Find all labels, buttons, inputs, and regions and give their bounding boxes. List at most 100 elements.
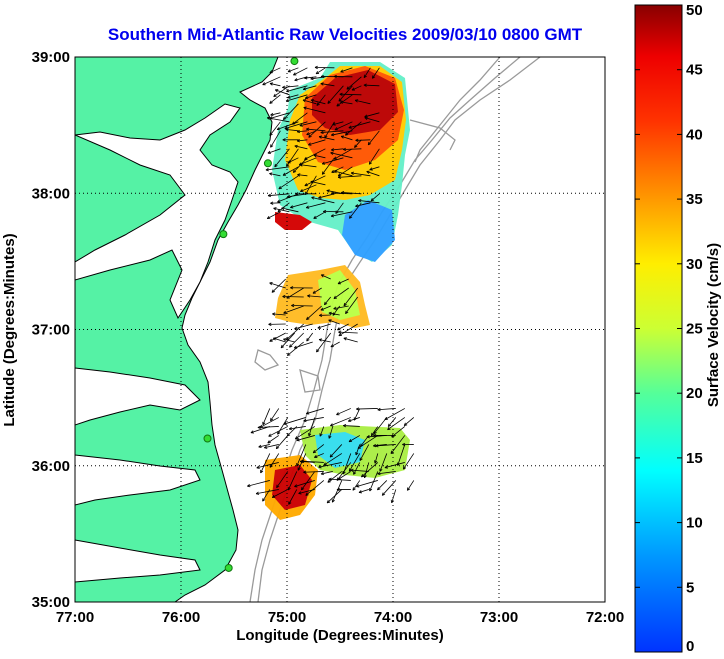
velocity-vector xyxy=(352,480,361,491)
velocity-vector-head xyxy=(350,171,355,174)
velocity-vector-head xyxy=(301,459,305,462)
velocity-vector xyxy=(292,112,308,125)
velocity-vector-head xyxy=(387,426,390,430)
velocity-vector-head xyxy=(257,425,261,428)
velocity-vector-head xyxy=(356,484,359,487)
velocity-vector-head xyxy=(346,86,349,90)
velocity-vector xyxy=(321,274,331,280)
y-tick-label: 38:00 xyxy=(32,185,70,202)
velocity-vector-head xyxy=(323,209,327,212)
velocity-vector-head xyxy=(337,175,341,178)
velocity-vector-head xyxy=(256,465,260,469)
velocity-vector-head xyxy=(282,138,286,141)
velocity-vector xyxy=(346,76,362,90)
velocity-vector-head xyxy=(270,201,274,204)
velocity-vector-head xyxy=(351,87,355,91)
velocity-vector xyxy=(332,121,344,126)
velocity-vector-head xyxy=(403,422,406,426)
velocity-vector xyxy=(343,287,359,307)
velocity-vector xyxy=(277,417,289,435)
velocity-vector xyxy=(338,175,362,178)
velocity-vector-head xyxy=(304,183,308,186)
velocity-vector-head xyxy=(330,151,334,154)
chart-title: Southern Mid-Atlantic Raw Velocities 200… xyxy=(108,25,583,44)
velocity-vector-head xyxy=(294,326,298,330)
velocity-vector xyxy=(328,426,334,439)
velocity-vector-head xyxy=(326,189,330,191)
velocity-vector-head xyxy=(336,103,339,107)
velocity-vector xyxy=(306,408,324,415)
velocity-vector-head xyxy=(377,407,381,411)
velocity-vector xyxy=(336,408,351,416)
radar-station-marker xyxy=(219,230,228,239)
velocity-vector xyxy=(281,207,299,213)
velocity-vector xyxy=(391,489,397,503)
velocity-vector xyxy=(330,152,353,159)
velocity-vector-head xyxy=(307,294,311,297)
velocity-vector xyxy=(403,453,415,470)
velocity-vector xyxy=(326,489,343,504)
velocity-vector-head xyxy=(328,311,332,314)
velocity-vector xyxy=(403,417,415,426)
velocity-vector xyxy=(364,117,380,123)
velocity-vector xyxy=(267,117,290,123)
velocity-vector-head xyxy=(269,82,274,84)
velocity-vector-head xyxy=(324,301,326,305)
velocity-vector-head xyxy=(319,313,323,316)
velocity-vector xyxy=(296,435,315,441)
velocity-vector xyxy=(312,444,325,454)
velocity-vector xyxy=(270,112,281,116)
velocity-vector-head xyxy=(336,487,340,490)
y-axis-ticks: 39:00 38:00 37:00 36:00 35:00 xyxy=(32,49,70,611)
velocity-vector xyxy=(307,295,322,298)
velocity-vector-head xyxy=(255,491,259,495)
velocity-vector xyxy=(269,332,286,342)
velocity-vector-head xyxy=(312,290,315,294)
velocity-vector xyxy=(305,480,325,496)
velocity-vector-head xyxy=(318,465,322,468)
colorbar-tick-label: 50 xyxy=(686,2,703,19)
velocity-vector-head xyxy=(361,474,363,478)
velocity-vector xyxy=(348,121,371,129)
velocity-vector-head xyxy=(304,76,308,79)
velocity-vector-head xyxy=(283,338,287,340)
velocity-vector xyxy=(250,426,270,434)
velocity-vector xyxy=(323,453,343,466)
velocity-vector xyxy=(272,489,288,498)
velocity-vector-head xyxy=(336,412,339,415)
velocity-vector-head xyxy=(269,70,273,73)
velocity-vector xyxy=(308,417,316,437)
colorbar-label: Surface Velocity (cm/s) xyxy=(705,243,722,407)
velocity-vector-head xyxy=(341,190,345,193)
velocity-vector-head xyxy=(321,171,324,175)
velocity-vector xyxy=(308,139,326,146)
velocity-vector-head xyxy=(293,345,297,349)
velocity-vector xyxy=(283,103,299,120)
velocity-vector xyxy=(332,480,343,503)
velocity-vector-head xyxy=(374,460,376,464)
velocity-vector xyxy=(310,181,326,186)
velocity-vector xyxy=(264,444,279,449)
velocity-vector-head xyxy=(282,116,285,120)
velocity-vector-head xyxy=(332,122,336,126)
velocity-vector xyxy=(318,193,335,199)
velocity-vector-head xyxy=(294,78,298,81)
velocity-vector xyxy=(313,154,326,159)
velocity-vector xyxy=(304,175,317,195)
velocity-vector xyxy=(284,121,308,129)
velocity-vector xyxy=(269,173,281,177)
x-tick-label: 73:00 xyxy=(480,609,518,626)
x-tick-label: 74:00 xyxy=(374,609,412,626)
radar-station-marker xyxy=(263,159,272,168)
velocity-vector xyxy=(320,83,335,87)
velocity-region-carolina-slow xyxy=(315,432,365,468)
velocity-vector-head xyxy=(306,127,310,130)
velocity-vector xyxy=(327,471,343,483)
velocity-vector xyxy=(276,121,299,130)
velocity-vector xyxy=(306,128,326,132)
velocity-vector-head xyxy=(343,302,345,306)
velocity-vector-head xyxy=(302,99,307,101)
velocity-vector-head xyxy=(267,150,271,154)
velocity-vector xyxy=(370,193,380,202)
